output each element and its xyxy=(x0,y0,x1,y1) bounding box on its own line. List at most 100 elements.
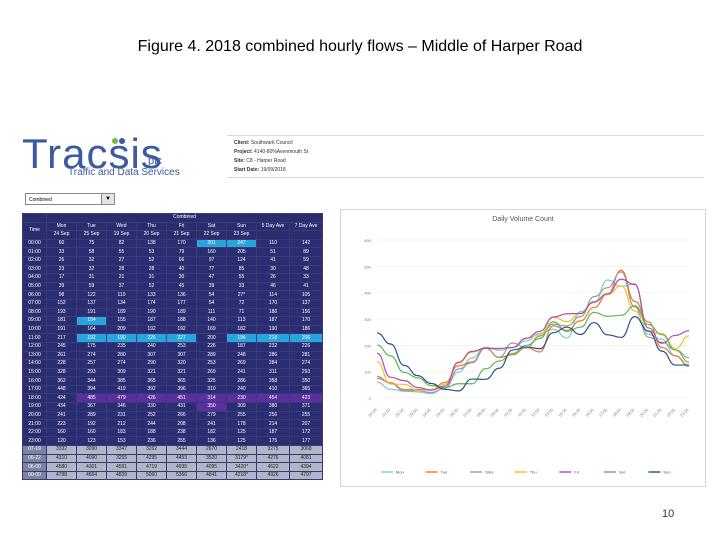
table-cell: 244 xyxy=(136,419,167,429)
table-cell: 160 xyxy=(76,427,107,438)
legend-label: Thu xyxy=(530,470,537,475)
logo-dot-green xyxy=(112,138,118,144)
table-cell: 284 xyxy=(256,359,290,369)
table-cell: 72 xyxy=(226,298,257,309)
row-time: 13:00 xyxy=(22,350,47,361)
table-cell: 51 xyxy=(256,247,290,257)
row-time: 06:00 xyxy=(22,290,47,300)
series-line-wed xyxy=(376,271,690,394)
summary-cell: 4081 xyxy=(288,453,324,464)
table-cell: 160 xyxy=(196,247,227,257)
table-cell: 240 xyxy=(226,384,257,395)
summary-period: 00-00 xyxy=(22,470,47,481)
direction-select-value: Combined xyxy=(29,197,52,203)
x-tick-label: 17:00 xyxy=(598,407,609,418)
table-row: 08:00 193 191 189 190 189 111 71 186 156 xyxy=(22,307,324,318)
table-row: 05:00 39 59 37 52 45 39 33 46 41 xyxy=(22,281,324,292)
table-cell: 227 xyxy=(166,333,197,343)
table-cell: 205 xyxy=(226,247,257,257)
table-row: 22:00 160 160 183 188 238 182 125 187 172 xyxy=(22,427,324,438)
table-cell: 98 xyxy=(46,290,77,300)
table-cell: 235 xyxy=(106,341,137,352)
summary-cell: 4798 xyxy=(46,470,77,481)
table-cell: 82 xyxy=(106,238,137,249)
x-tick-label: 06:00 xyxy=(448,407,459,418)
report-panel: Tracsis plc Traffic and Data Services Cl… xyxy=(22,133,706,488)
x-tick-label: 04:00 xyxy=(421,407,432,418)
table-cell: 153 xyxy=(106,436,137,447)
table-cell: 169 xyxy=(196,324,227,335)
table-cell: 26 xyxy=(256,273,290,283)
table-row: 14:00 228 257 274 290 320 253 269 284 274 xyxy=(22,359,324,369)
table-cell: 178 xyxy=(226,419,257,429)
table-row: 02:00 26 32 27 52 66 97 124 41 59 xyxy=(22,255,324,266)
column-header-date: 21 Sep xyxy=(166,230,197,240)
table-cell: 27 xyxy=(106,255,137,266)
table-cell: 247 xyxy=(226,238,257,249)
table-cell: 217 xyxy=(46,333,77,343)
table-cell: 281 xyxy=(288,350,324,361)
table-cell: 241 xyxy=(196,419,227,429)
table-cell: 124 xyxy=(226,255,257,266)
table-cell: 289 xyxy=(76,410,107,421)
table-cell: 154 xyxy=(76,316,107,326)
row-time: 03:00 xyxy=(22,264,47,275)
table-cell: 392 xyxy=(136,384,167,395)
table-cell: 346 xyxy=(106,402,137,412)
table-cell: 394 xyxy=(76,384,107,395)
x-tick-label: 20:00 xyxy=(638,407,649,418)
table-cell: 177 xyxy=(166,298,197,309)
row-time: 18:00 xyxy=(22,393,47,404)
table-cell: 137 xyxy=(76,298,107,309)
row-time: 05:00 xyxy=(22,281,47,292)
table-cell: 188 xyxy=(136,427,167,438)
y-tick-label: 600 xyxy=(364,238,371,243)
table-cell: 309 xyxy=(106,367,137,378)
table-cell: 208 xyxy=(166,419,197,429)
table-cell: 274 xyxy=(288,359,324,369)
table-cell: 191 xyxy=(76,307,107,318)
table-cell: 27* xyxy=(226,290,257,300)
table-cell: 30 xyxy=(256,264,290,275)
table-cell: 59 xyxy=(288,255,324,266)
summary-cell: 4310 xyxy=(46,453,77,464)
table-cell: 41 xyxy=(288,281,324,292)
table-cell: 230 xyxy=(226,393,257,404)
table-cell: 156 xyxy=(288,307,324,318)
row-time: 02:00 xyxy=(22,255,47,266)
table-cell: 123 xyxy=(76,436,107,447)
column-header-day: 5 Day Ave xyxy=(256,221,290,232)
meta-site: Site: C8 - Harper Road xyxy=(234,158,286,164)
table-cell: 41 xyxy=(256,255,290,266)
table-cell: 255 xyxy=(288,410,324,421)
table-cell: 241 xyxy=(46,410,77,421)
table-cell: 60 xyxy=(46,238,77,249)
table-cell: 190 xyxy=(136,307,167,318)
table-cell: 77 xyxy=(196,264,227,275)
table-cell: 54 xyxy=(196,290,227,300)
table-cell: 201 xyxy=(196,238,227,249)
table-row: 01:00 33 58 55 53 79 160 205 51 89 xyxy=(22,247,324,257)
table-row: 19:00 434 367 346 330 431 350 309 380 371 xyxy=(22,402,324,412)
table-cell: 385 xyxy=(106,376,137,386)
table-cell: 30 xyxy=(166,273,197,283)
table-row: 20:00 241 289 231 252 266 279 255 256 255 xyxy=(22,410,324,421)
logo-dot-blue xyxy=(119,138,125,144)
x-tick-label: 16:00 xyxy=(584,407,595,418)
chevron-down-icon[interactable]: ▼ xyxy=(101,194,114,204)
table-row: 23:00 120 123 153 236 255 136 125 175 177 xyxy=(22,436,324,447)
table-cell: 37 xyxy=(106,281,137,292)
table-cell: 307 xyxy=(166,350,197,361)
series-line-fri xyxy=(376,278,690,391)
row-time: 04:00 xyxy=(22,273,47,283)
table-cell: 32 xyxy=(76,264,107,275)
table-cell: 55 xyxy=(106,247,137,257)
table-cell: 325 xyxy=(196,376,227,386)
table-cell: 293 xyxy=(288,367,324,378)
table-cell: 175 xyxy=(76,341,107,352)
table-cell: 183 xyxy=(106,427,137,438)
direction-select[interactable]: Combined ▼ xyxy=(25,193,115,205)
row-time: 08:00 xyxy=(22,307,47,318)
x-tick-label: 08:00 xyxy=(476,407,487,418)
table-cell: 177 xyxy=(288,436,324,447)
